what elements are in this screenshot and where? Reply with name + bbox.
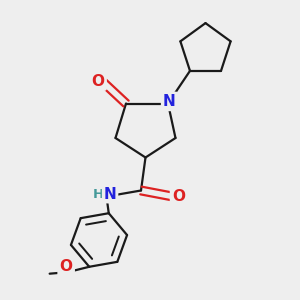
Text: O: O [172,189,185,204]
Text: O: O [60,259,73,274]
Text: N: N [163,94,176,109]
Text: N: N [104,187,116,202]
Text: H: H [92,188,104,201]
Text: O: O [92,74,105,88]
